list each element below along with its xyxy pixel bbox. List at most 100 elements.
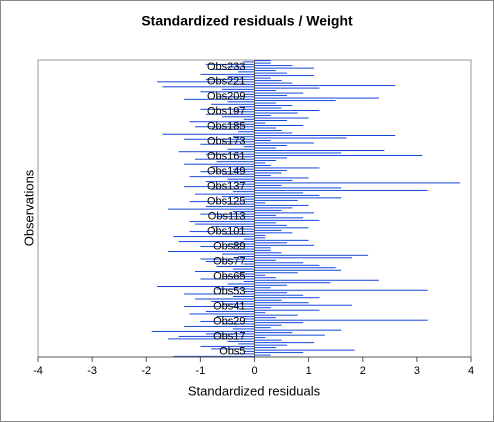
bar [254, 174, 271, 176]
x-tick-label: -3 [87, 365, 97, 377]
bar [205, 310, 255, 312]
bar [173, 355, 255, 357]
bar [238, 228, 255, 230]
bar [254, 254, 369, 256]
bar [254, 319, 428, 321]
bar [254, 152, 342, 154]
bar [200, 143, 255, 145]
bar [254, 179, 293, 181]
chart-title: Standardized residuals / Weight [141, 13, 353, 29]
bar [254, 154, 423, 156]
bar [222, 323, 255, 325]
bar [254, 259, 277, 261]
bar [254, 349, 355, 351]
bar [162, 133, 255, 135]
bar [254, 169, 287, 171]
bar [254, 239, 309, 241]
y-tick-label: Obs221 [207, 76, 246, 88]
bar [243, 281, 255, 282]
bar [205, 333, 255, 335]
bar [211, 128, 255, 130]
bar [184, 138, 255, 140]
bar [254, 100, 336, 102]
bar [254, 125, 304, 126]
bar [211, 166, 255, 168]
y-tick-label: Obs29 [213, 315, 245, 327]
bar [254, 217, 304, 219]
bar [205, 113, 255, 115]
x-tick-label: -4 [33, 365, 43, 377]
bar [254, 112, 298, 114]
y-tick-label: Obs173 [207, 136, 246, 148]
bar [254, 194, 320, 196]
bar [254, 309, 320, 311]
bar [254, 147, 277, 149]
bar [238, 218, 255, 220]
bar [254, 135, 396, 136]
bar [211, 226, 255, 228]
bar [243, 146, 255, 148]
bar [151, 330, 255, 332]
bar [254, 117, 309, 119]
bar [254, 192, 304, 194]
bar [200, 345, 255, 347]
bar [222, 233, 255, 235]
bar [254, 60, 271, 62]
bar [254, 189, 428, 191]
y-tick-label: Obs149 [207, 166, 246, 178]
bar [254, 252, 282, 254]
bar [178, 335, 255, 337]
bar [227, 101, 255, 103]
bar [232, 268, 255, 270]
bar [205, 261, 255, 263]
bar [254, 80, 282, 82]
bar [243, 263, 255, 265]
bar [227, 340, 255, 342]
bar [227, 148, 255, 150]
bar [254, 204, 309, 206]
bar [227, 123, 255, 125]
bar [189, 121, 255, 123]
bar [254, 159, 277, 161]
bar [227, 76, 255, 78]
bar [254, 115, 271, 117]
bar [194, 223, 255, 225]
bar [254, 164, 271, 166]
bar [254, 162, 266, 164]
bar [254, 132, 293, 134]
bar [227, 243, 255, 245]
x-tick-label: -2 [141, 365, 151, 377]
bar [254, 232, 293, 234]
bar [254, 342, 315, 344]
bar [167, 338, 255, 340]
bar [189, 313, 255, 315]
bar [254, 267, 336, 269]
bar [238, 156, 255, 158]
bar [243, 291, 255, 292]
bar [254, 214, 277, 216]
bar [222, 196, 255, 198]
bar [254, 120, 287, 121]
bar [222, 141, 255, 143]
bar [254, 157, 287, 159]
bar [254, 299, 282, 301]
bar [254, 95, 287, 97]
bar [211, 103, 255, 105]
bar [238, 71, 255, 73]
bar [254, 354, 271, 356]
bar [254, 137, 347, 139]
x-tick-label: 4 [468, 365, 474, 377]
bar [254, 312, 266, 314]
bar [254, 247, 271, 249]
bar [254, 62, 271, 64]
bar [254, 172, 282, 174]
bar [232, 168, 255, 170]
bar [211, 348, 255, 350]
bar [194, 193, 255, 195]
bar [227, 203, 255, 205]
bar [194, 126, 255, 128]
bar [254, 274, 266, 276]
bar [178, 151, 255, 153]
y-tick-label: Obs17 [213, 330, 245, 342]
